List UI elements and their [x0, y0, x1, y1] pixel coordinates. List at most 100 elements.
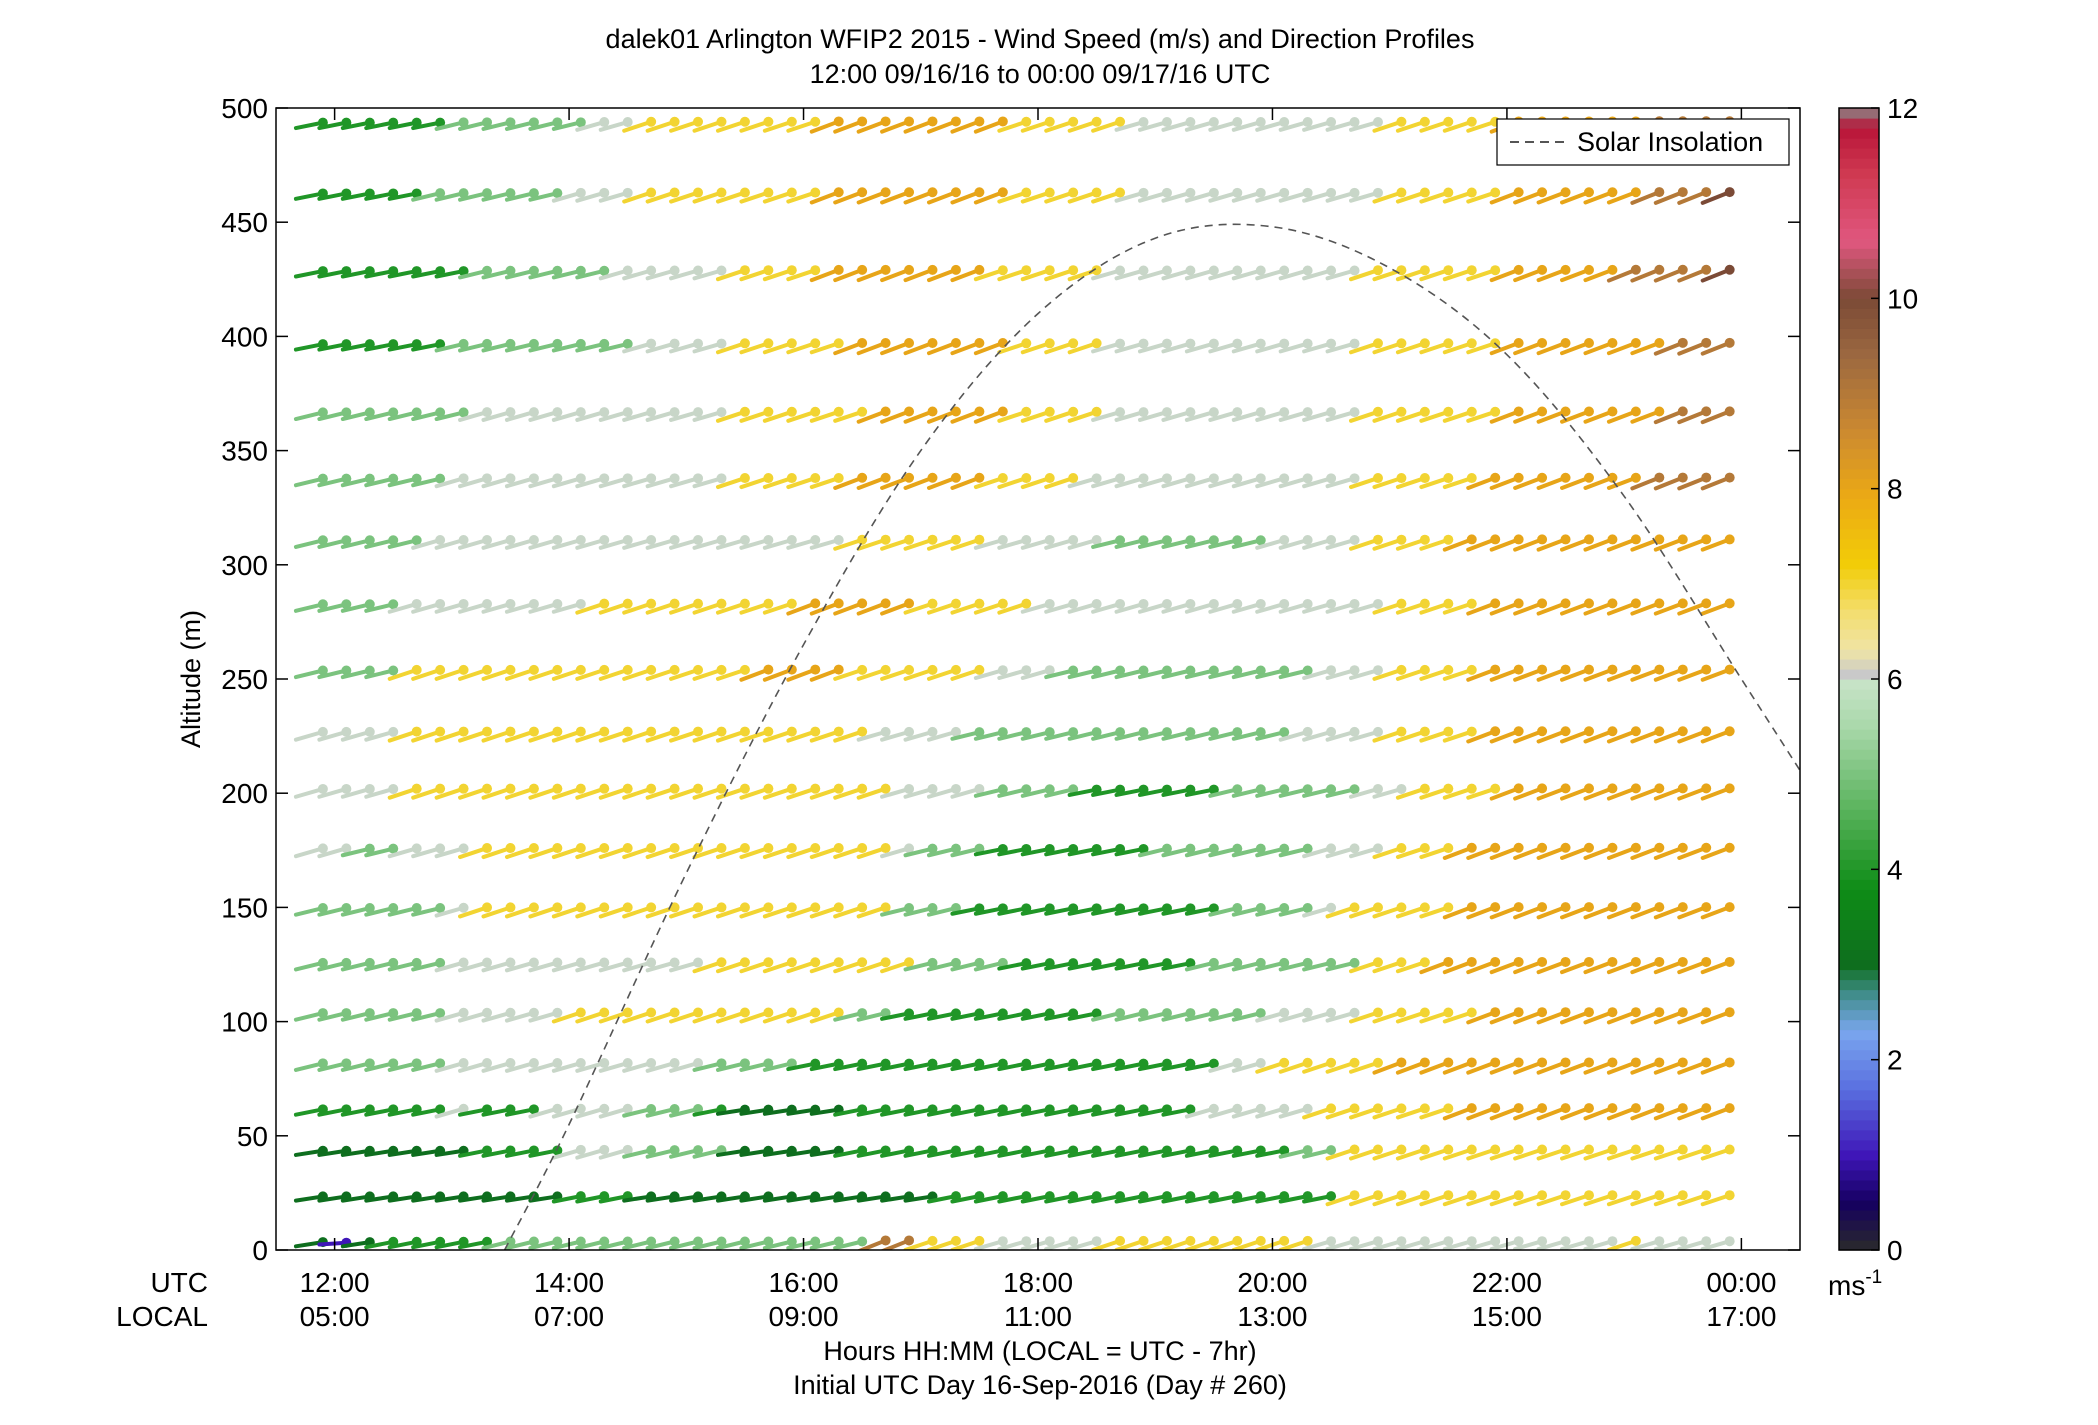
wind-barb: [528, 598, 563, 614]
wind-barb: [1161, 265, 1196, 281]
colorbar-band: [1839, 879, 1879, 890]
wind-barb: [856, 843, 891, 860]
wind-barb: [575, 1007, 610, 1024]
colorbar-unit-label: ms-1: [1828, 1267, 1882, 1301]
colorbar-band: [1839, 809, 1879, 820]
wind-barb: [856, 664, 891, 681]
wind-barb: [575, 407, 610, 422]
wind-barb: [645, 1007, 680, 1024]
solar-insolation-line: [503, 223, 1800, 1250]
wind-barb: [1395, 338, 1430, 355]
colorbar-band: [1839, 608, 1879, 620]
colorbar-band: [1839, 628, 1879, 640]
wind-barb: [1302, 598, 1337, 614]
wind-barb: [1091, 727, 1126, 741]
colorbar-band: [1839, 478, 1879, 490]
wind-barb: [1372, 1236, 1407, 1250]
wind-barb: [1302, 338, 1337, 354]
wind-barb: [364, 473, 399, 488]
wind-barb: [551, 535, 586, 550]
wind-barb: [1137, 338, 1172, 354]
wind-barb: [1442, 842, 1477, 860]
x-tick-label-local: 09:00: [768, 1301, 838, 1332]
wind-barb: [458, 188, 493, 202]
wind-barb: [1606, 598, 1641, 616]
wind-barb: [645, 1145, 680, 1159]
wind-barb: [715, 1007, 750, 1024]
wind-barb: [833, 337, 868, 356]
wind-barb: [1630, 956, 1665, 975]
wind-barb: [458, 1007, 493, 1023]
wind-barb: [1606, 842, 1641, 860]
wind-barb: [1161, 187, 1196, 203]
wind-barb: [1442, 1057, 1477, 1075]
wind-barb: [1184, 1103, 1219, 1119]
wind-barb: [1349, 406, 1383, 423]
wind-barb: [1700, 1190, 1735, 1207]
wind-barb: [645, 664, 680, 681]
wind-barb: [293, 903, 328, 917]
wind-barb: [762, 957, 797, 974]
wind-barb: [1583, 406, 1618, 424]
wind-barb: [1091, 1235, 1126, 1250]
x-axis-label: Hours HH:MM (LOCAL = UTC - 7hr): [823, 1336, 1256, 1366]
wind-barb: [1020, 727, 1055, 741]
wind-barb: [1513, 472, 1548, 490]
wind-barb: [669, 338, 704, 354]
wind-barb: [293, 473, 328, 488]
wind-barb: [411, 407, 446, 422]
wind-barb: [669, 1236, 704, 1250]
wind-barb: [317, 843, 352, 859]
wind-barb: [1302, 1145, 1337, 1159]
wind-barb: [340, 843, 375, 858]
wind-barb: [669, 1145, 704, 1159]
wind-barb: [1489, 1190, 1524, 1207]
wind-barb: [575, 783, 610, 800]
wind-barb: [1395, 406, 1430, 423]
colorbar-band: [1839, 819, 1879, 830]
wind-barb: [317, 783, 352, 799]
wind-barb: [1325, 843, 1360, 859]
wind-barb: [1044, 727, 1079, 741]
x-row-label-local: LOCAL: [116, 1301, 208, 1332]
wind-barb: [1395, 843, 1430, 860]
wind-barb: [1489, 406, 1524, 424]
colorbar-band: [1839, 949, 1879, 961]
wind-barb: [1489, 1007, 1524, 1025]
wind-barb: [1208, 535, 1243, 549]
wind-barb: [1091, 407, 1126, 422]
wind-barb: [1700, 1057, 1735, 1075]
wind-barb: [739, 783, 774, 800]
wind-barb: [1583, 1144, 1618, 1161]
wind-barb: [762, 598, 797, 615]
x-tick-label-local: 11:00: [1004, 1301, 1072, 1332]
wind-barb: [1372, 406, 1407, 423]
wind-barb: [833, 187, 868, 205]
wind-barb: [1489, 1144, 1524, 1161]
wind-barb: [1677, 264, 1712, 283]
wind-barb: [1255, 1103, 1290, 1119]
wind-barb: [387, 407, 422, 422]
wind-barb: [1325, 598, 1360, 614]
wind-barb: [364, 1058, 399, 1072]
wind-barb: [1302, 1236, 1337, 1250]
wind-barb: [434, 473, 469, 489]
wind-barb: [1278, 1103, 1313, 1119]
wind-barb: [387, 957, 422, 972]
wind-barb: [739, 902, 774, 919]
wind-barb: [340, 407, 375, 422]
wind-barb: [340, 599, 375, 613]
wind-barb: [434, 598, 469, 614]
wind-barb: [598, 1103, 633, 1119]
wind-barb: [1442, 1236, 1477, 1250]
wind-barb: [1583, 842, 1618, 860]
wind-barb: [1184, 1058, 1219, 1072]
wind-barb: [1349, 1007, 1383, 1024]
wind-barb: [1349, 1103, 1383, 1120]
wind-barb: [575, 1058, 610, 1073]
wind-barb: [1278, 1235, 1313, 1250]
wind-barb: [1302, 902, 1337, 918]
wind-barb: [1653, 842, 1688, 860]
wind-barb: [1536, 1007, 1571, 1025]
wind-barb: [997, 1236, 1032, 1250]
